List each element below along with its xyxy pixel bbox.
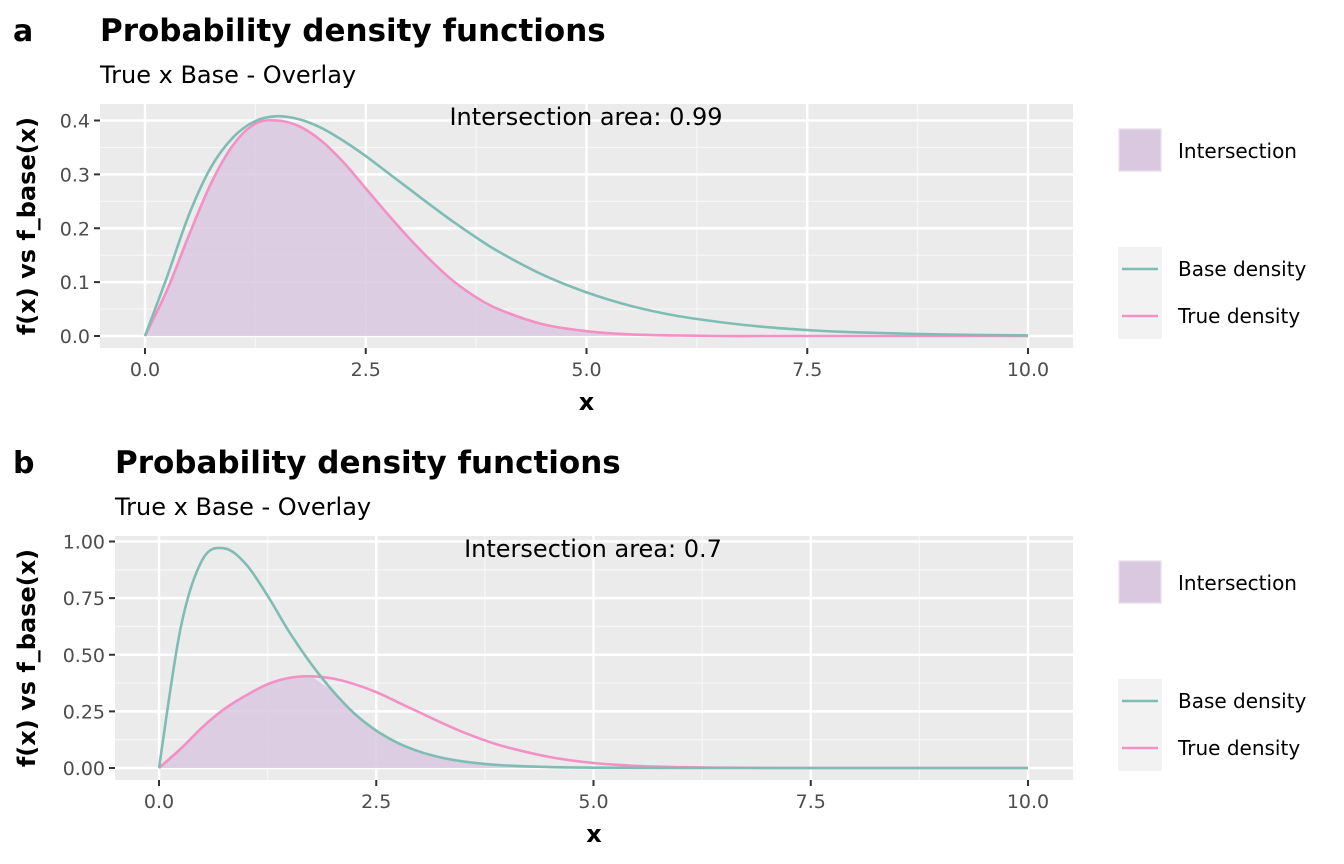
y-axis-title: f(x) vs f_base(x) <box>13 117 41 335</box>
chart-title: Probability density functions <box>100 13 606 49</box>
y-tick-label: 0.25 <box>63 701 105 723</box>
base-density-line <box>157 546 1028 770</box>
intersection-annotation: Intersection area: 0.7 <box>464 535 722 563</box>
y-tick-label: 0.4 <box>60 111 90 133</box>
y-tick-label: 0.3 <box>60 164 90 186</box>
x-tick-label: 2.5 <box>351 359 381 381</box>
chart-subtitle: True x Base - Overlay <box>99 61 356 89</box>
intersection-area <box>145 120 1028 336</box>
chart-panel-b: b Probability density functions True x Bas… <box>13 445 1307 848</box>
panel-tag: b <box>13 446 34 481</box>
intersection-area <box>159 676 1028 768</box>
y-tick-label: 0.1 <box>60 272 90 294</box>
chart-panel-a: a Probability density functions True x Bas… <box>13 13 1307 416</box>
y-tick-label: 0.0 <box>60 326 90 348</box>
panel-tag: a <box>13 14 33 49</box>
x-tick-label: 5.0 <box>571 359 601 381</box>
x-tick-label: 2.5 <box>361 791 391 813</box>
x-axis-title: x <box>579 388 595 416</box>
chart-title: Probability density functions <box>115 445 621 481</box>
legend-intersection-swatch <box>1118 560 1162 604</box>
x-tick-label: 0.0 <box>130 359 160 381</box>
y-tick-label: 0.2 <box>60 218 90 240</box>
legend-true-label: True density <box>1177 304 1300 328</box>
x-axis-title: x <box>586 820 602 848</box>
legend-intersection-swatch <box>1118 128 1162 172</box>
legend-key-bg <box>1118 679 1162 771</box>
x-tick-label: 0.0 <box>144 791 174 813</box>
true-density-line <box>143 118 1028 338</box>
legend-base-label: Base density <box>1178 257 1307 281</box>
x-tick-label: 5.0 <box>578 791 608 813</box>
legend-intersection-label: Intersection <box>1178 571 1297 595</box>
y-tick-label: 0.75 <box>63 588 105 610</box>
x-tick-label: 10.0 <box>1007 359 1049 381</box>
y-tick-label: 0.50 <box>63 645 105 667</box>
legend: Intersection Base density True density <box>1118 128 1307 339</box>
intersection-annotation: Intersection area: 0.99 <box>449 103 722 131</box>
base-density-line <box>143 114 1029 337</box>
chart-subtitle: True x Base - Overlay <box>114 493 371 521</box>
y-tick-label: 0.00 <box>63 758 105 780</box>
legend-true-label: True density <box>1177 736 1300 760</box>
x-tick-label: 7.5 <box>796 791 826 813</box>
legend-key-bg <box>1118 247 1162 339</box>
y-axis-title: f(x) vs f_base(x) <box>13 549 41 767</box>
legend-base-label: Base density <box>1178 689 1307 713</box>
legend: Intersection Base density True density <box>1118 560 1307 771</box>
x-tick-label: 7.5 <box>792 359 822 381</box>
y-tick-label: 1.00 <box>63 532 105 554</box>
legend-intersection-label: Intersection <box>1178 139 1297 163</box>
x-tick-label: 10.0 <box>1007 791 1049 813</box>
